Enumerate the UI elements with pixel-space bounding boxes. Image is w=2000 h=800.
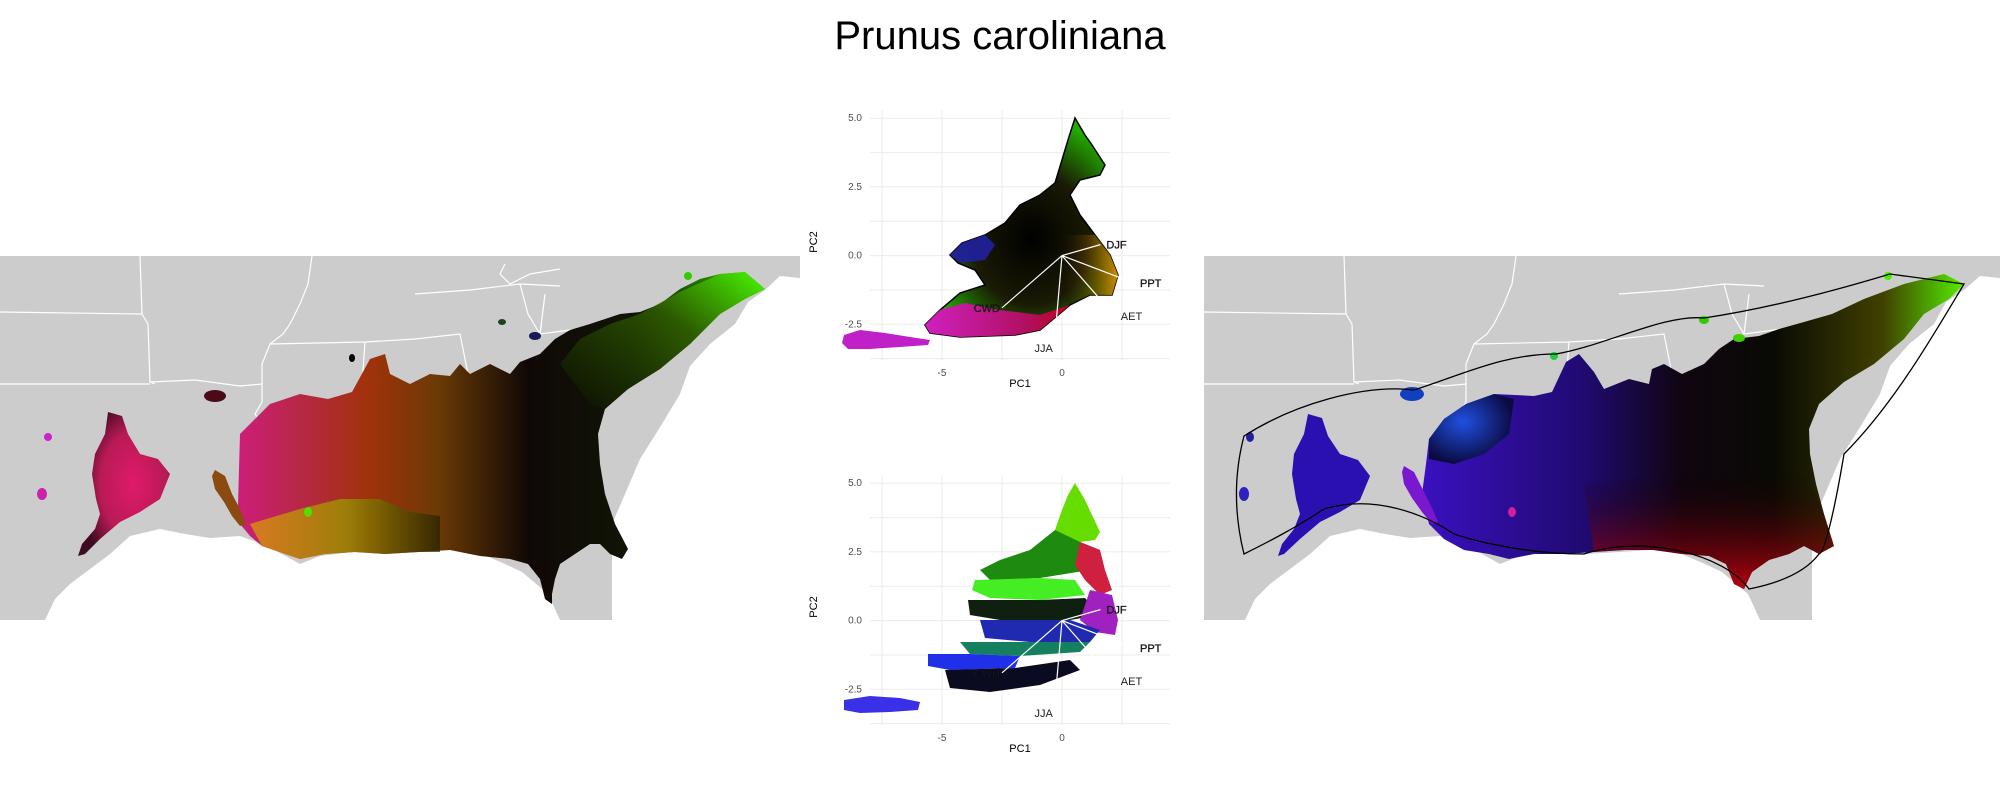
pca-plot-top: DJF PPT AET JJA CWD -5 0 5.0 2.5 0.0 -2.5 PC1 PC2 [808,110,1170,390]
patch-5 [498,319,506,325]
pca-bottom-ticks: -5 0 5.0 2.5 0.0 -2.5 [845,478,1065,744]
vector-label-ppt: PPT [1140,278,1162,290]
pca-bottom-cloud [844,483,1118,713]
vector-label-ppt: PPT [1140,643,1162,655]
chart-title: Prunus caroliniana [834,14,1166,58]
y-tick-label: -2.5 [845,684,863,695]
range-northeast-tint [560,272,765,409]
patch-8 [304,507,312,517]
pca-top-cloud-bottom [925,303,1070,337]
pca-top-cloud [842,116,1119,349]
patch-r4 [1550,352,1558,360]
range-main-right [1422,274,1964,589]
loading-vector-ppt [1061,255,1135,284]
pca-bottom-band-lime [972,578,1085,600]
loading-vector-cwd [1001,620,1063,674]
pca-top-ticks: -5 0 5.0 2.5 0.0 -2.5 [845,113,1065,379]
range-texas-right [1278,414,1370,556]
y-tick-label: 5.0 [848,113,862,124]
patch-1 [204,390,226,402]
loading-vector-jja [1054,255,1063,339]
pca-bottom-xlabel: PC1 [1009,743,1030,755]
y-tick-label: 5.0 [848,478,862,489]
vector-label-djf: DJF [1106,605,1126,617]
patch-6 [529,332,541,340]
pca-plot-bottom: DJF PPT AET JJA CWD -5 0 5.0 2.5 0.0 -2.5 PC1 PC2 [808,475,1170,755]
pca-bottom-band-top [1055,483,1100,542]
loading-vector-aet [1061,620,1116,682]
x-tick-label: -5 [938,733,947,744]
pca-bottom-ylabel: PC2 [808,596,820,617]
right-range-map [1204,255,2000,620]
range-blue-core [1429,394,1514,464]
patch-r3 [1239,487,1249,501]
patch-3 [37,488,47,500]
patch-r2 [1246,432,1254,442]
pca-bottom-band-red [1075,542,1112,595]
patch-r6 [1733,334,1745,342]
pca-bottom-vectors: DJF PPT AET JJA CWD [974,604,1162,720]
vector-label-aet: AET [1121,311,1143,323]
loading-vector-cwd [1001,255,1063,309]
pca-bottom-band-tail [844,696,920,713]
loading-vector-djf [1061,244,1101,257]
pca-bottom-band-dark [968,598,1100,620]
x-tick-label: -5 [938,368,947,379]
x-tick-label: 0 [1059,368,1065,379]
vector-label-jja: JJA [1034,343,1053,355]
patch-r1 [1400,387,1424,401]
left-range-map [0,255,800,620]
y-tick-label: 0.0 [848,616,862,627]
pca-bottom-band-green [980,530,1100,580]
pca-bottom-band-blue [980,620,1100,642]
vector-label-djf: DJF [1106,240,1126,252]
patch-4 [349,354,355,362]
vector-label-jja: JJA [1034,708,1053,720]
patch-7 [684,272,692,280]
pca-top-vectors: DJF PPT AET JJA CWD [974,239,1162,355]
vector-label-cwd: CWD [974,303,1000,315]
pca-top-xlabel: PC1 [1009,378,1030,390]
pca-bottom-band-teal [960,642,1090,656]
loading-vector-ppt [1061,620,1135,649]
loading-vector-jja [1054,620,1063,704]
range-texas [78,412,170,556]
loading-vector-aet [1061,255,1116,317]
vector-label-cwd: CWD [974,668,1000,680]
range-south-tint [1584,469,1834,589]
pca-top-cloud-main [924,116,1119,338]
x-tick-label: 0 [1059,733,1065,744]
range-louisiana [212,470,246,526]
patch-r8 [1508,507,1516,517]
pca-bottom-band-magenta [1080,590,1118,635]
vector-label-aet: AET [1121,676,1143,688]
y-tick-label: 2.5 [848,182,862,193]
range-louisiana-right [1402,466,1438,524]
patch-2 [44,433,52,441]
y-tick-label: -2.5 [845,319,863,330]
pca-top-ylabel: PC2 [808,231,820,252]
pca-top-cloud-tail [842,330,930,349]
y-tick-label: 2.5 [848,547,862,558]
range-hull-outline [1235,273,1966,590]
y-tick-label: 0.0 [848,251,862,262]
loading-vector-djf [1061,609,1101,622]
range-coast-tint [250,499,440,559]
pca-bottom-band-brightblue [928,654,1020,670]
pca-top-cloud-left [950,235,995,263]
pca-bottom-band-black [945,660,1080,692]
